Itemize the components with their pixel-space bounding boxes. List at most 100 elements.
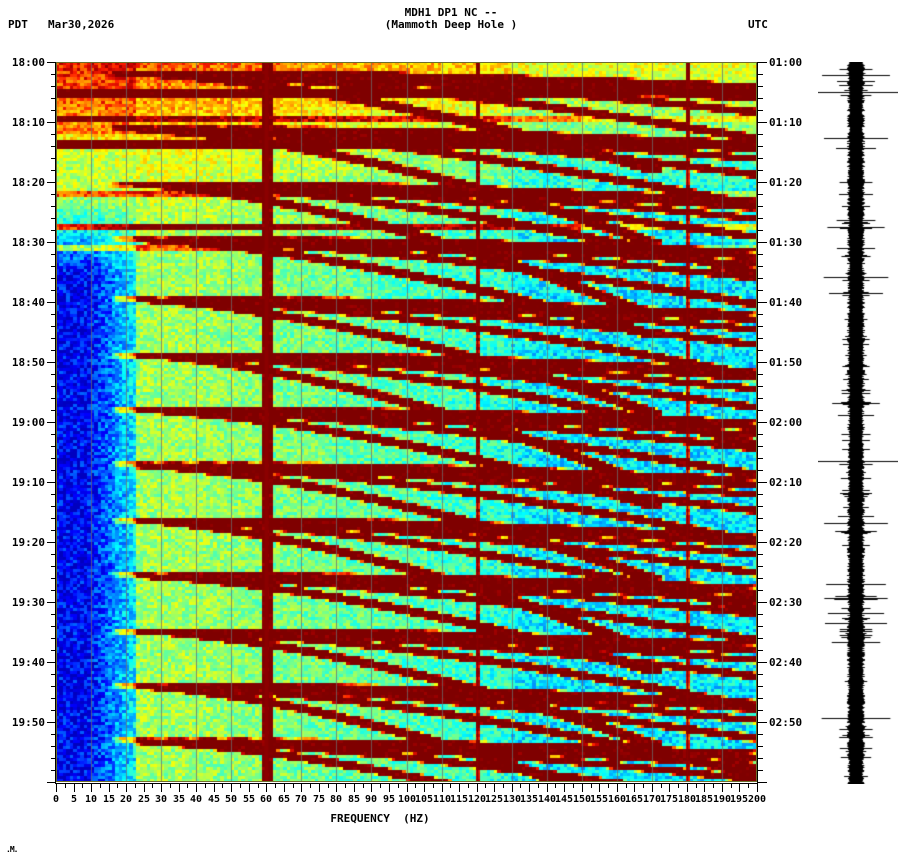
x-tick xyxy=(573,783,574,788)
x-tick xyxy=(529,783,530,792)
y-tick-right xyxy=(758,206,763,207)
y-tick-left xyxy=(47,722,56,723)
y-tick-left xyxy=(51,494,56,495)
y-tick-right xyxy=(758,638,763,639)
x-tick xyxy=(117,783,118,788)
y-tick-right xyxy=(758,158,763,159)
y-tick-left xyxy=(47,542,56,543)
y-tick-left xyxy=(51,158,56,159)
y-axis-left-label: 19:20 xyxy=(11,536,45,549)
y-tick-left xyxy=(51,374,56,375)
y-tick-right xyxy=(758,686,763,687)
x-tick xyxy=(591,783,592,788)
x-axis-label: 0 xyxy=(52,794,60,805)
y-tick-right xyxy=(758,698,763,699)
x-axis-label: 110 xyxy=(432,794,452,805)
y-axis-left-line xyxy=(55,62,56,784)
x-tick xyxy=(328,783,329,788)
y-tick-right xyxy=(758,770,763,771)
seismogram-trace-panel[interactable] xyxy=(818,62,898,784)
x-axis-label: 5 xyxy=(70,794,78,805)
y-tick-right xyxy=(758,398,763,399)
y-axis-left-label: 18:00 xyxy=(11,56,45,69)
y-tick-right xyxy=(758,350,763,351)
x-axis-label: 150 xyxy=(572,794,592,805)
y-tick-right xyxy=(758,722,767,723)
y-tick-right xyxy=(758,242,767,243)
x-tick xyxy=(222,783,223,788)
y-tick-left xyxy=(47,182,56,183)
y-tick-right xyxy=(758,218,763,219)
y-tick-left xyxy=(47,62,56,63)
x-tick xyxy=(678,783,679,788)
y-tick-left xyxy=(51,446,56,447)
x-tick xyxy=(293,783,294,788)
y-tick-right xyxy=(758,782,767,783)
x-tick xyxy=(669,783,670,792)
x-axis-label: 20 xyxy=(119,794,133,805)
y-tick-right xyxy=(758,446,763,447)
x-tick xyxy=(722,783,723,792)
x-tick xyxy=(371,783,372,792)
y-tick-right xyxy=(758,386,763,387)
y-tick-left xyxy=(51,590,56,591)
y-tick-right xyxy=(758,602,767,603)
x-tick xyxy=(713,783,714,788)
y-tick-left xyxy=(51,770,56,771)
y-tick-left xyxy=(51,506,56,507)
seismogram-canvas xyxy=(818,62,898,784)
x-axis-label: 80 xyxy=(329,794,343,805)
y-tick-right xyxy=(758,374,763,375)
y-tick-right xyxy=(758,614,763,615)
y-axis-right-label: 01:50 xyxy=(769,356,803,369)
x-tick xyxy=(608,783,609,788)
y-tick-left xyxy=(51,398,56,399)
y-tick-right xyxy=(758,194,763,195)
y-tick-right xyxy=(758,362,767,363)
y-axis-left-label: 18:20 xyxy=(11,176,45,189)
y-tick-left xyxy=(51,170,56,171)
y-tick-right xyxy=(758,578,763,579)
y-axis-right-label: 01:00 xyxy=(769,56,803,69)
y-axis-left-label: 18:30 xyxy=(11,236,45,249)
x-axis-label: 75 xyxy=(312,794,326,805)
x-tick xyxy=(100,783,101,788)
x-axis-label: 125 xyxy=(484,794,504,805)
x-axis-line xyxy=(55,783,758,784)
x-tick xyxy=(301,783,302,792)
x-tick xyxy=(275,783,276,788)
y-tick-right xyxy=(758,62,767,63)
x-tick xyxy=(389,783,390,792)
x-tick xyxy=(65,783,66,788)
y-tick-left xyxy=(51,254,56,255)
y-axis-left-label: 18:10 xyxy=(11,116,45,129)
spectrogram-canvas[interactable] xyxy=(56,62,757,782)
x-tick xyxy=(179,783,180,792)
y-tick-right xyxy=(758,590,763,591)
y-axis-right-label: 01:20 xyxy=(769,176,803,189)
y-tick-right xyxy=(758,434,763,435)
y-tick-right xyxy=(758,182,767,183)
x-tick xyxy=(91,783,92,792)
y-tick-left xyxy=(51,674,56,675)
x-axis-label: 175 xyxy=(659,794,679,805)
station-subtitle: (Mammoth Deep Hole ) xyxy=(384,18,518,31)
x-axis-label: 135 xyxy=(519,794,539,805)
y-tick-right xyxy=(758,734,763,735)
y-tick-left xyxy=(51,686,56,687)
x-tick xyxy=(520,783,521,788)
x-tick xyxy=(109,783,110,792)
y-tick-left xyxy=(51,518,56,519)
x-tick xyxy=(748,783,749,788)
x-tick xyxy=(249,783,250,792)
y-tick-left xyxy=(47,302,56,303)
x-tick xyxy=(450,783,451,788)
x-axis-label: 55 xyxy=(242,794,256,805)
y-tick-right xyxy=(758,470,763,471)
x-tick xyxy=(407,783,408,792)
x-axis-label: 115 xyxy=(449,794,469,805)
x-axis-label: 85 xyxy=(347,794,361,805)
spectrogram-plot[interactable] xyxy=(56,62,757,782)
y-tick-left xyxy=(47,422,56,423)
y-tick-left xyxy=(51,614,56,615)
